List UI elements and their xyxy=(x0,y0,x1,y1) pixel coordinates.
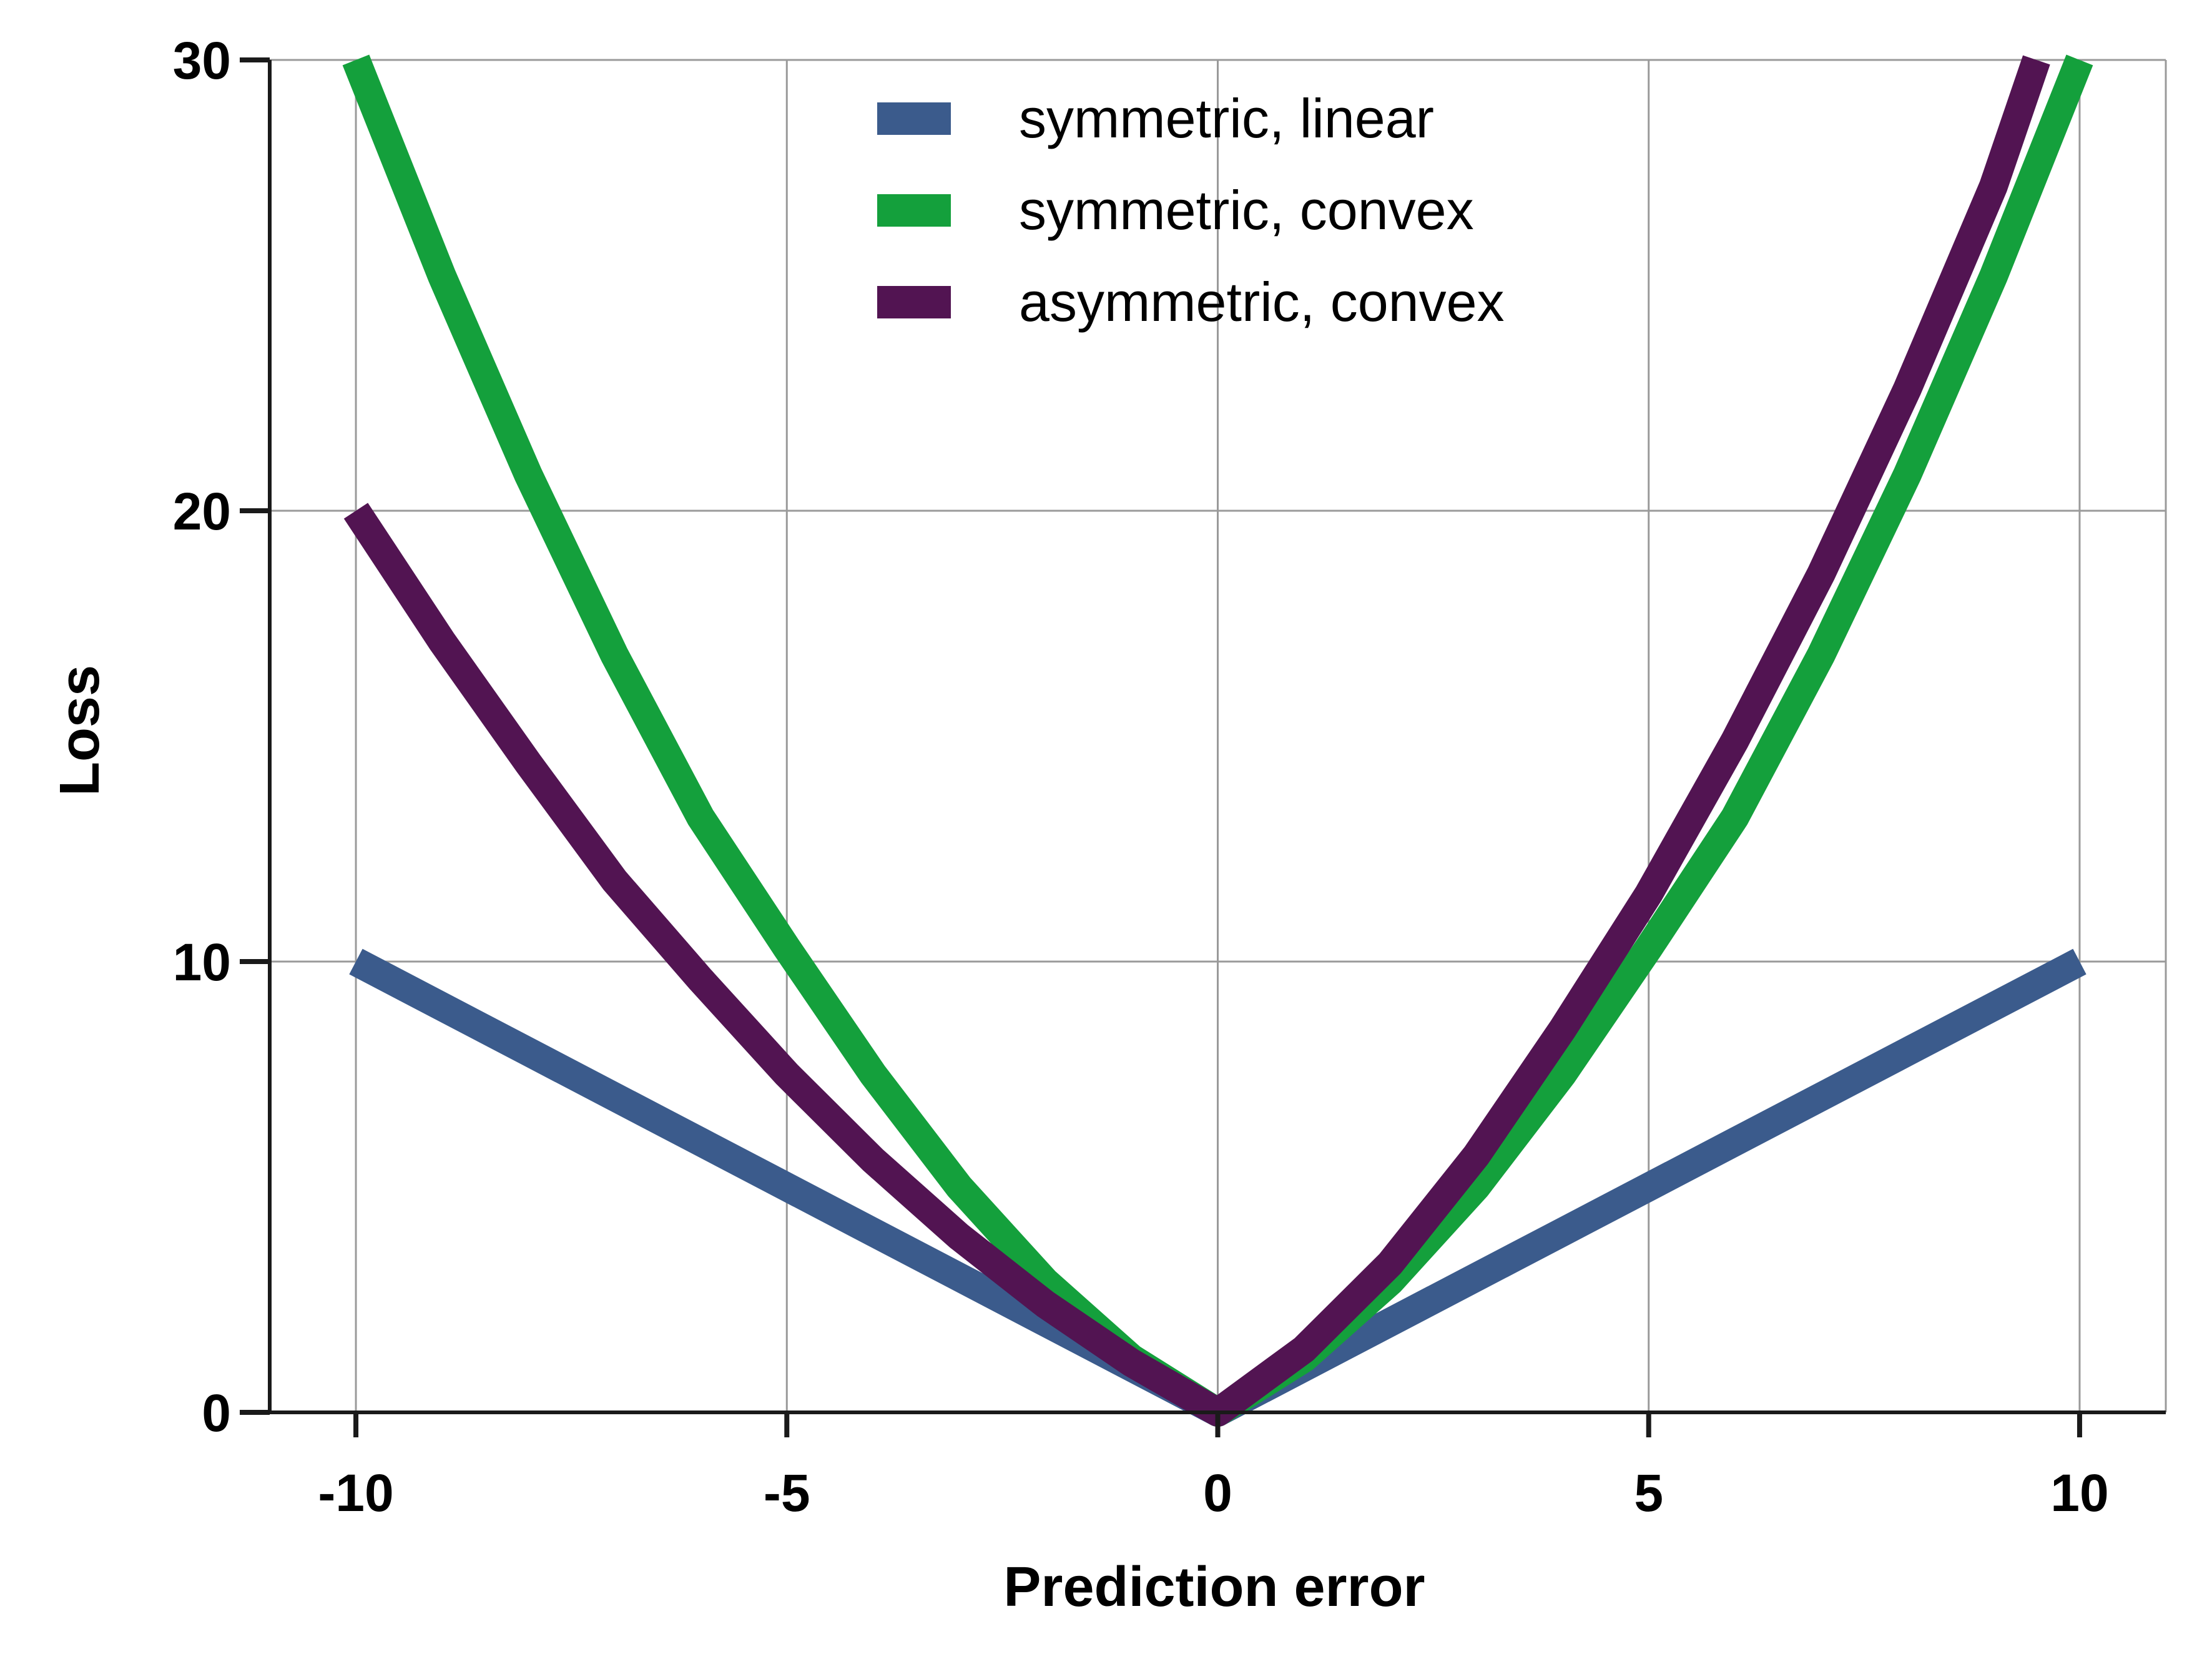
x-tick-label: 0 xyxy=(1203,1464,1232,1522)
legend-swatch-0 xyxy=(877,102,951,135)
x-tick-label: 5 xyxy=(1634,1464,1663,1522)
x-tick-label: 10 xyxy=(2050,1464,2108,1522)
y-axis-title: Loss xyxy=(49,665,111,796)
legend-label-0: symmetric, linear xyxy=(1019,87,1434,149)
x-tick-label: -5 xyxy=(764,1464,810,1522)
grid-lines xyxy=(270,59,2167,1414)
y-tick-label: 30 xyxy=(173,31,231,90)
legend-swatch-2 xyxy=(877,286,951,318)
legend-label-1: symmetric, convex xyxy=(1019,179,1474,241)
legend: symmetric, linear symmetric, convex asymme… xyxy=(877,87,1505,333)
x-axis-title: Prediction error xyxy=(1003,1556,1425,1618)
y-tick-label: 20 xyxy=(173,482,231,541)
y-tick-label: 0 xyxy=(202,1384,231,1442)
ticks: -10 -5 0 5 10 0 10 20 30 xyxy=(173,31,2109,1522)
legend-label-2: asymmetric, convex xyxy=(1019,271,1505,333)
legend-swatch-1 xyxy=(877,194,951,227)
x-tick-label: -10 xyxy=(318,1464,393,1522)
y-tick-label: 10 xyxy=(173,933,231,992)
